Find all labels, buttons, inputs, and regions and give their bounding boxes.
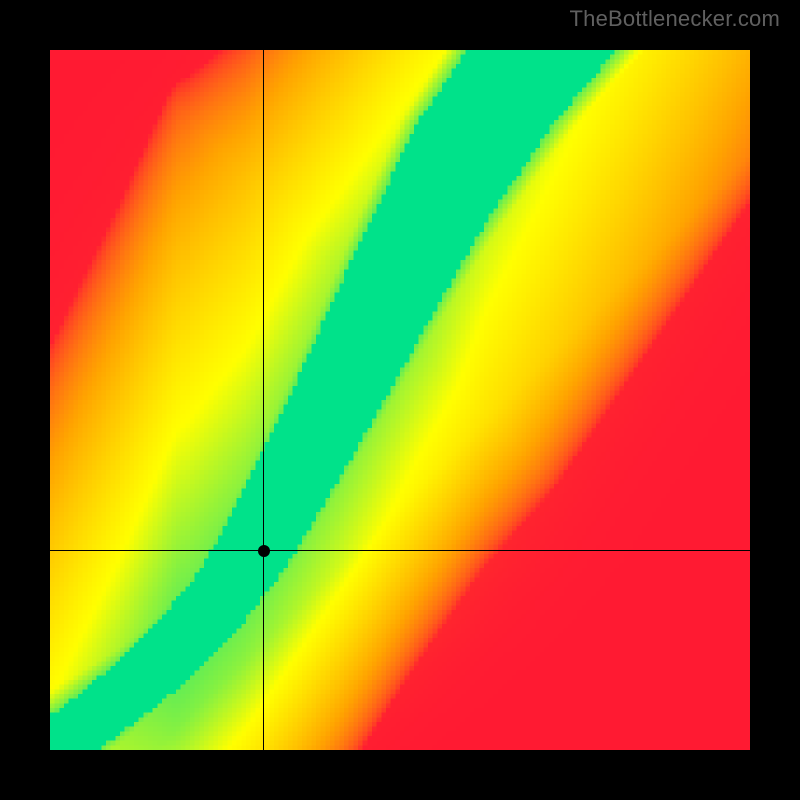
page-root: TheBottlenecker.com [0, 0, 800, 800]
crosshair-horizontal [50, 550, 750, 551]
heatmap-canvas [50, 50, 750, 750]
crosshair-vertical [263, 50, 264, 750]
watermark-text: TheBottlenecker.com [570, 6, 780, 32]
heatmap-canvas-wrap [50, 50, 750, 750]
marker-dot [258, 545, 270, 557]
